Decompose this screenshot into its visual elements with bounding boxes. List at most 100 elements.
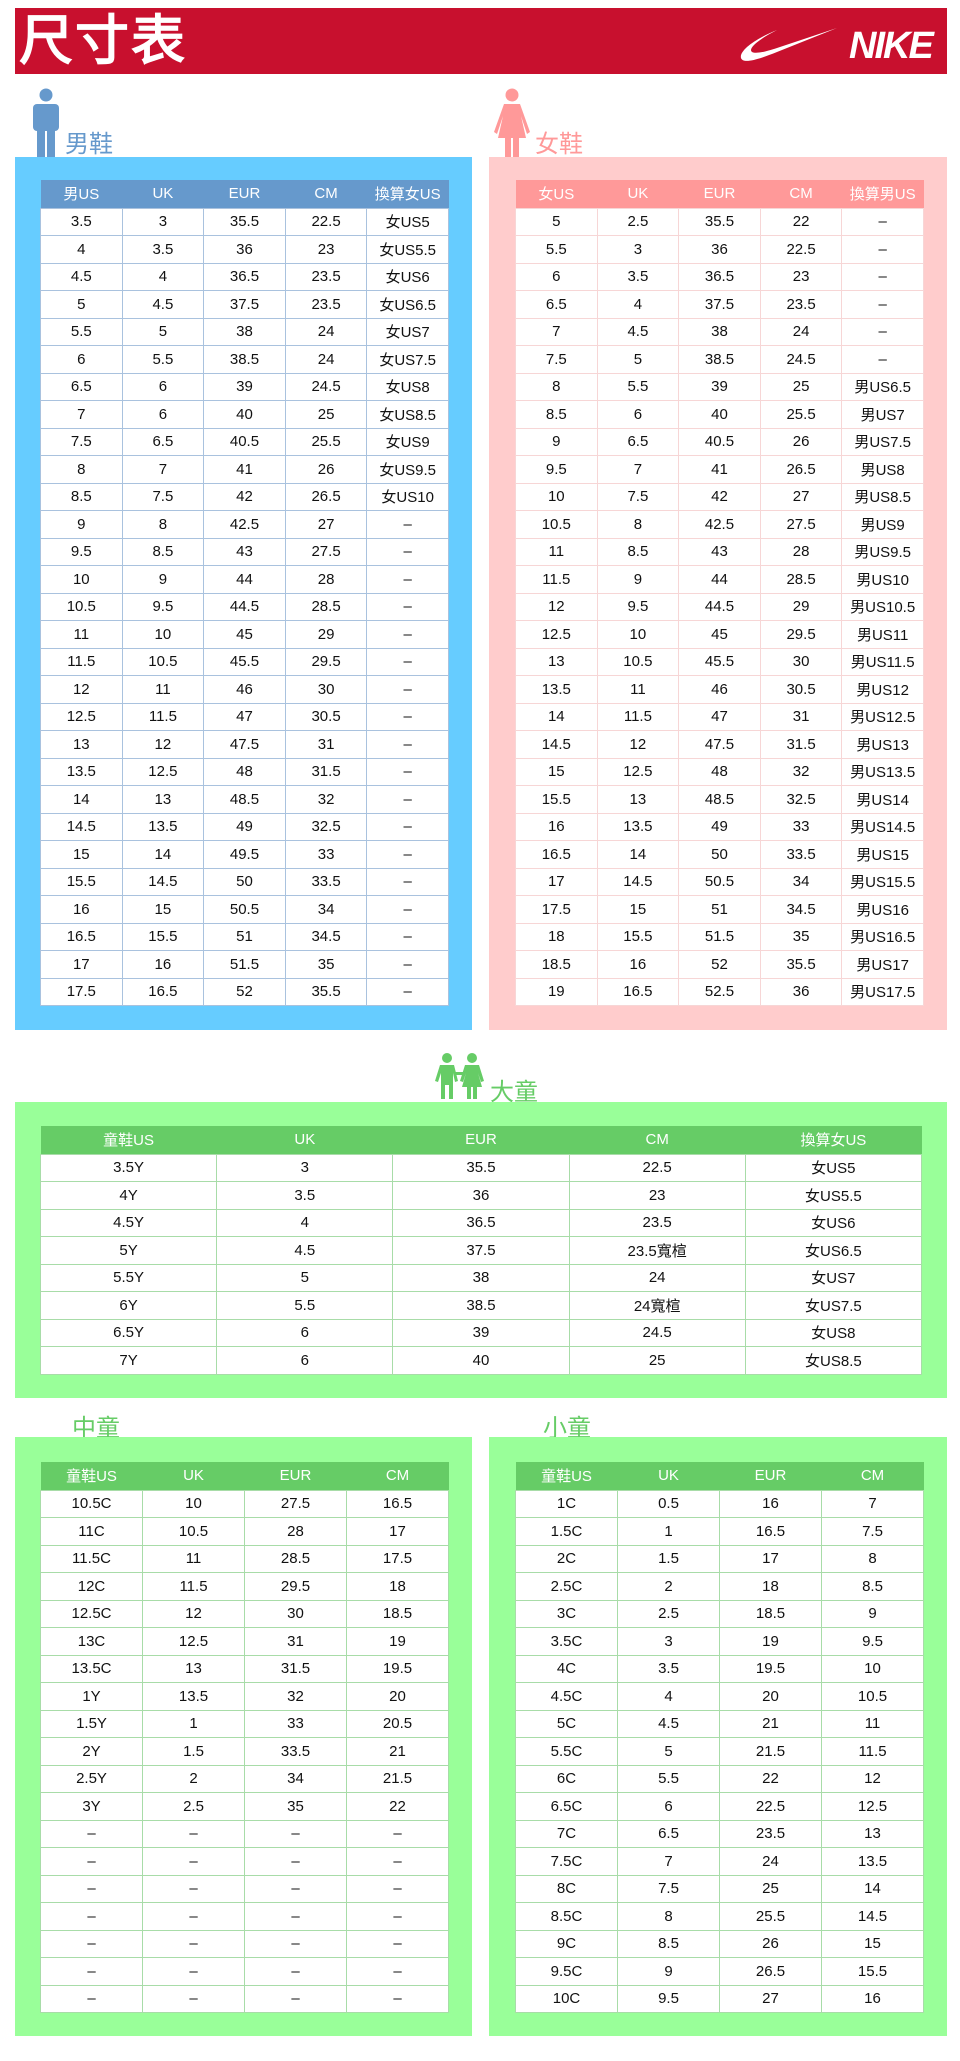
table-row: 8 7 41 26 女US9.5 [40,455,449,484]
table-cell: 30 [244,1599,347,1628]
table-row: 2Y 1.5 33.5 21 [40,1737,449,1766]
table-cell: 13.5 [821,1847,924,1876]
column-header: CM [821,1462,924,1490]
table-cell: 42 [678,482,761,511]
table-row: 4.5 4 36.5 23.5 女US6 [40,262,449,291]
table-cell: 24.5 [759,345,843,374]
table-cell: 47.5 [678,730,761,759]
table-cell: 2 [617,1572,720,1601]
table-cell: 13 [596,785,680,814]
table-cell: 女US8.5 [366,400,449,429]
table-cell: 4 [596,290,680,319]
table-cell: 50 [203,867,286,896]
table-cell: 3 [596,235,680,264]
table-cell: 25.5 [719,1902,822,1931]
table-cell: 女US5.5 [366,235,449,264]
table-cell: 33.5 [759,840,843,869]
table-cell: – [366,812,449,841]
table-cell: 7Y [39,1346,218,1375]
table-row: 9 6.5 40.5 26 男US7.5 [515,427,924,456]
table-cell: 男US15 [841,840,924,869]
table-cell: 19.5 [719,1654,822,1683]
table-row: 17.5 16.5 52 35.5– [40,977,449,1006]
table-row: 18.5 16 52 35.5 男US17 [515,950,924,979]
table-cell: 10.5 [142,1517,245,1546]
table-cell: 男US17.5 [841,977,924,1006]
table-cell: 39 [392,1318,570,1347]
table-cell: 49 [203,812,286,841]
table-cell: – [366,537,449,566]
table-cell: 34 [244,1764,347,1793]
table-cell: 51 [203,922,286,951]
table-cell: 10 [121,620,205,649]
table-row: 8.5C 8 25.5 14.5 [515,1902,924,1931]
table-row: 11 8.5 43 28 男US9.5 [515,537,924,566]
table-cell: 14 [121,840,205,869]
table-cell: 30.5 [759,675,843,704]
table-cell: 34 [759,867,843,896]
table-cell: 17 [719,1544,822,1573]
column-header: CM [346,1462,449,1490]
table-cell: 22.5 [719,1792,822,1821]
table-cell: 45.5 [203,647,286,676]
table-cell: 12 [596,730,680,759]
table-cell: 48 [678,757,761,786]
svg-text:NIKE: NIKE [849,25,935,64]
table-cell: 18 [346,1572,449,1601]
column-header: 換算女US [366,180,449,208]
table-cell: – [142,1957,245,1986]
table-cell: 22.5 [284,207,368,236]
table-cell: 14 [515,702,598,731]
table-cell: 女US5 [744,1153,923,1182]
table-cell: 4.5 [617,1709,720,1738]
table-cell: 5C [515,1709,618,1738]
table-cell: 31.5 [759,730,843,759]
table-cell: – [841,345,924,374]
table-cell: 女US5 [366,207,449,236]
table-cell: 30.5 [284,702,368,731]
table-cell: 13C [40,1627,143,1656]
table-cell: 5.5Y [39,1263,218,1292]
table-cell: 9 [40,510,123,539]
table-cell: 5 [617,1737,720,1766]
table-cell: 18.5 [346,1599,449,1628]
table-cell: – [841,262,924,291]
table-cell: 7.5 [821,1517,924,1546]
column-header: EUR [244,1462,347,1490]
table-cell: 40 [678,400,761,429]
table-cell: 27.5 [759,510,843,539]
table-cell: – [244,1929,347,1958]
table-row: 11C 10.5 28 17 [40,1517,449,1546]
table-cell: 1 [142,1709,245,1738]
table-cell: – [346,1929,449,1958]
men-section-label: 男鞋 [65,131,113,158]
table-row: 2.5C 2 18 8.5 [515,1572,924,1601]
table-cell: 17.5 [40,977,123,1006]
table-cell: 男US13 [841,730,924,759]
table-row: 16.5 14 50 33.5 男US15 [515,840,924,869]
table-cell: 13.5 [40,757,123,786]
table-cell: 男US15.5 [841,867,924,896]
table-cell: 10.5 [596,647,680,676]
women-section-label: 女鞋 [535,131,583,158]
table-cell: 男US7.5 [841,427,924,456]
table-cell: 11 [121,675,205,704]
table-cell: 5 [121,317,205,346]
column-header: 女US [515,180,598,208]
table-cell: 31 [284,730,368,759]
table-cell: 26.5 [284,482,368,511]
table-cell: 13 [40,730,123,759]
table-cell: 34 [284,895,368,924]
table-cell: 51.5 [203,950,286,979]
table-cell: 2Y [40,1737,143,1766]
table-cell: 14.5 [40,812,123,841]
table-cell: 2.5 [596,207,680,236]
table-cell: 4C [515,1654,618,1683]
table-cell: 31 [759,702,843,731]
table-row: 9C 8.5 26 15 [515,1929,924,1958]
table-cell: 1 [617,1517,720,1546]
table-cell: 20 [719,1682,822,1711]
table-cell: 6 [121,372,205,401]
table-cell: 6.5 [617,1819,720,1848]
table-cell: 50.5 [203,895,286,924]
